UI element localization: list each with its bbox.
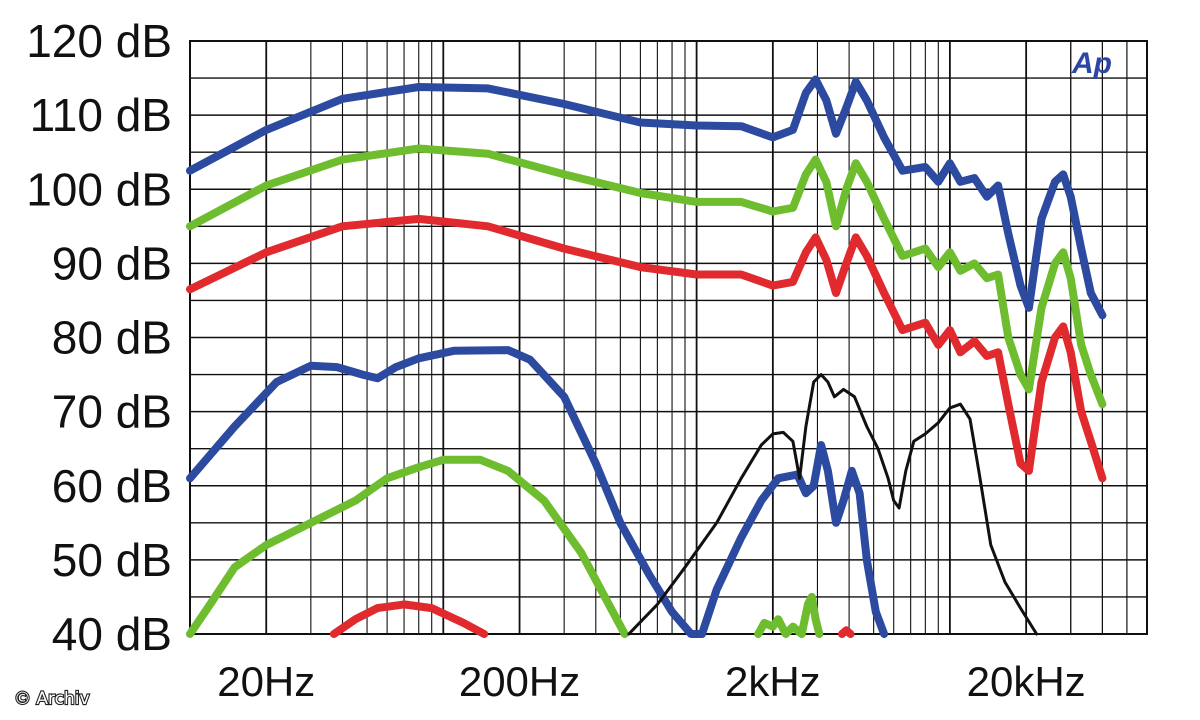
y-tick-label: 120 dB <box>26 15 172 67</box>
y-tick-label: 50 dB <box>52 534 172 586</box>
y-tick-label: 40 dB <box>52 608 172 660</box>
series-line-2 <box>186 144 1107 409</box>
y-tick-label: 110 dB <box>30 89 172 141</box>
series-line-3 <box>186 214 1107 483</box>
series-line-7 <box>754 592 824 638</box>
series-line-8 <box>838 626 855 638</box>
y-tick-label: 80 dB <box>52 312 172 364</box>
ap-logo: Ap <box>1071 47 1112 80</box>
copyright-credit: © Archiv <box>14 689 90 709</box>
series-line-9 <box>627 373 1039 636</box>
series-lines <box>186 75 1107 638</box>
y-tick-label: 70 dB <box>52 386 172 438</box>
series-line-6 <box>329 600 489 638</box>
y-tick-label: 100 dB <box>26 163 172 215</box>
series-line-5 <box>186 455 629 638</box>
x-tick-label: 20Hz <box>217 658 315 705</box>
x-tick-label: 20kHz <box>967 658 1086 705</box>
x-tick-label: 2kHz <box>725 658 821 705</box>
x-tick-labels: 20Hz 200Hz 2kHz 20kHz <box>217 658 1085 705</box>
y-tick-label: 90 dB <box>52 237 172 289</box>
y-tick-label: 60 dB <box>52 460 172 512</box>
x-tick-label: 200Hz <box>459 658 580 705</box>
series-line-1 <box>186 75 1107 320</box>
series-line-4 <box>186 346 889 638</box>
y-tick-labels: 120 dB 110 dB 100 dB 90 dB 80 dB 70 dB 60 dB 50… <box>26 15 172 660</box>
